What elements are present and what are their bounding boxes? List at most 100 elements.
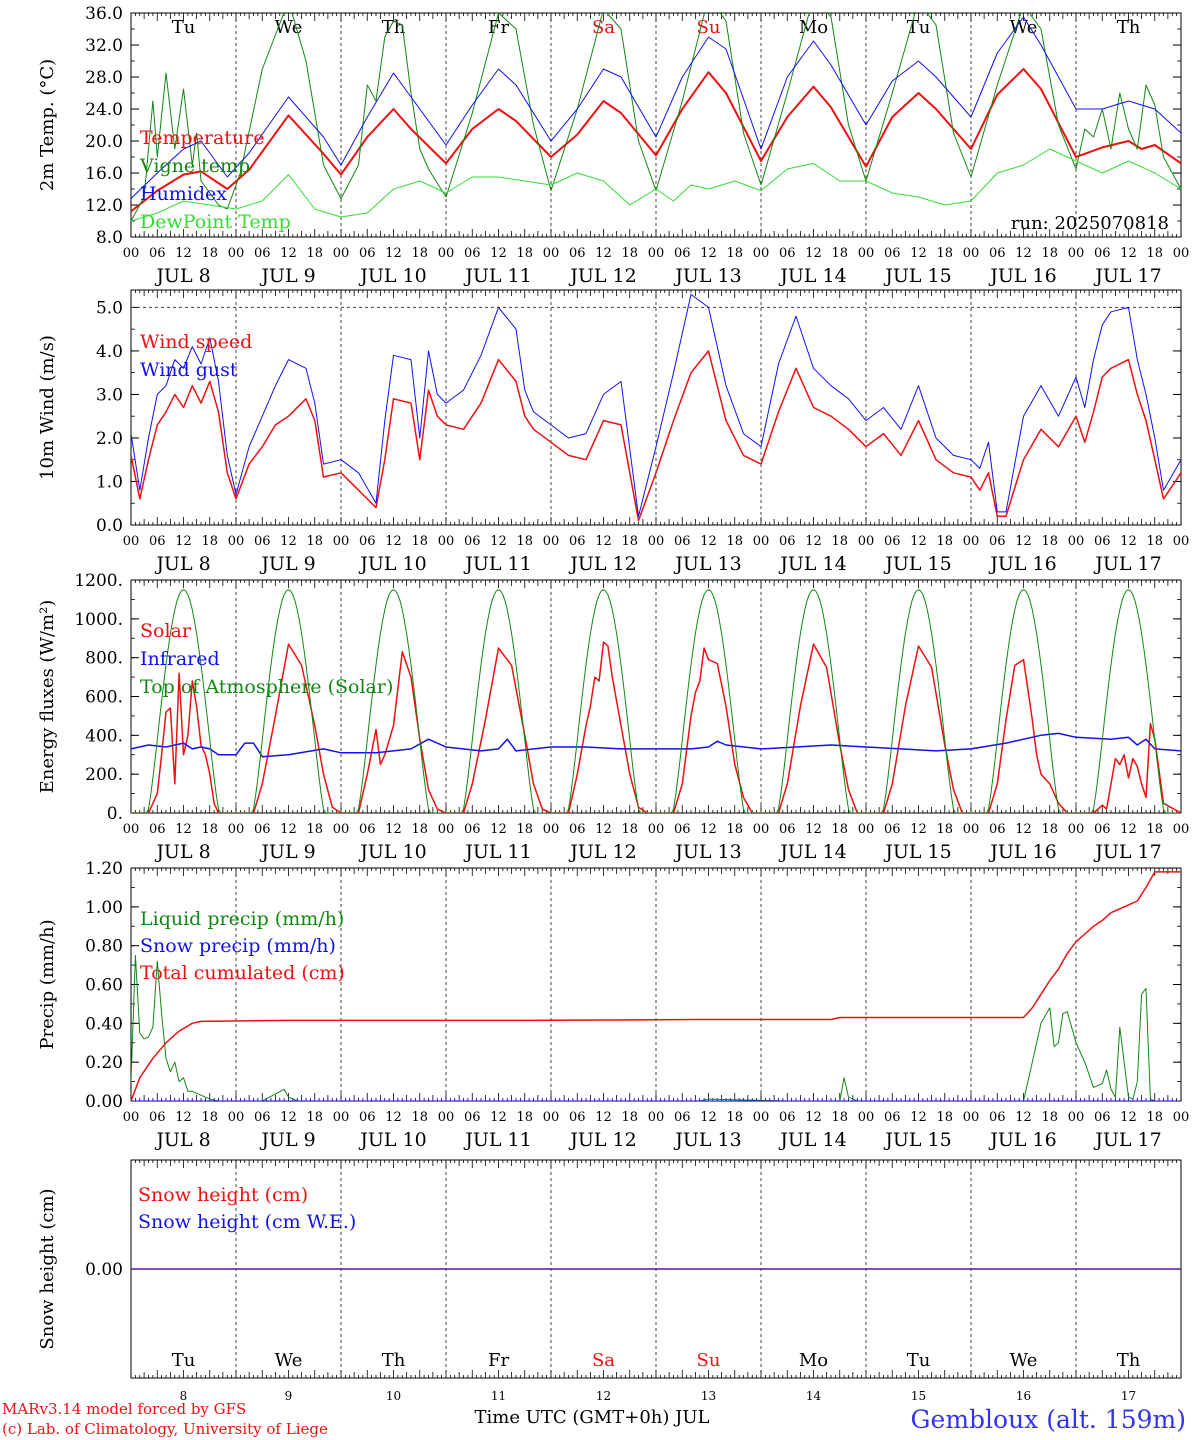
x-date-label: JUL 11	[463, 265, 531, 287]
y-tick-label: 800.	[85, 649, 123, 669]
x-hour-label: 06	[359, 822, 376, 837]
day-number-label: 14	[806, 1389, 822, 1403]
x-hour-label: 00	[753, 822, 770, 837]
legend-entry: Wind gust	[140, 359, 238, 381]
day-number-label: 9	[285, 1389, 293, 1403]
y-tick-label: 24.0	[85, 100, 123, 120]
x-date-label: JUL 17	[1093, 553, 1161, 575]
legend-entry: Liquid precip (mm/h)	[140, 908, 344, 930]
x-date-label: JUL 14	[778, 265, 846, 287]
x-hour-label: 00	[123, 1110, 140, 1125]
x-date-label: JUL 16	[988, 265, 1056, 287]
x-hour-label: 00	[1068, 1110, 1085, 1125]
series-line	[131, 589, 1181, 813]
x-hour-label: 06	[989, 534, 1006, 549]
x-date-label: JUL 12	[568, 553, 636, 575]
x-hour-label: 00	[123, 822, 140, 837]
x-hour-label: 12	[595, 246, 612, 261]
y-tick-label: 36.0	[85, 4, 123, 24]
x-hour-label: 00	[438, 822, 455, 837]
x-hour-label: 12	[700, 822, 717, 837]
x-hour-label: 18	[726, 1110, 743, 1125]
x-hour-label: 18	[831, 1110, 848, 1125]
x-hour-label: 18	[306, 822, 323, 837]
legend-entry: Top of Atmosphere (Solar)	[140, 676, 393, 698]
legend-entry: Vigne temp	[139, 155, 250, 177]
x-hour-label: 00	[1068, 246, 1085, 261]
x-date-label: JUL 14	[778, 553, 846, 575]
x-hour-label: 06	[149, 822, 166, 837]
x-date-label: JUL 16	[988, 1129, 1056, 1151]
x-date-label: JUL 12	[568, 841, 636, 863]
x-hour-label: 00	[648, 534, 665, 549]
x-hour-label: 00	[123, 534, 140, 549]
x-date-label: JUL 11	[463, 841, 531, 863]
series-line	[131, 68, 1181, 213]
x-hour-label: 12	[1120, 246, 1137, 261]
x-hour-label: 06	[674, 822, 691, 837]
series-group	[131, 871, 1181, 1101]
x-hour-label: 18	[516, 822, 533, 837]
x-date-label: JUL 10	[358, 265, 426, 287]
day-number-label: 10	[386, 1389, 401, 1403]
y-tick-label: 400.	[85, 726, 123, 746]
day-number-label: 13	[701, 1389, 716, 1403]
x-hour-label: 06	[1094, 822, 1111, 837]
x-hour-label: 00	[858, 1110, 875, 1125]
x-hour-label: 00	[963, 822, 980, 837]
x-date-label: JUL 13	[673, 841, 741, 863]
weekday-label: Su	[697, 17, 721, 38]
x-hour-label: 06	[254, 246, 271, 261]
x-hour-label: 00	[228, 1110, 245, 1125]
x-hour-label: 12	[910, 822, 927, 837]
x-hour-label: 12	[1120, 534, 1137, 549]
x-hour-label: 18	[831, 534, 848, 549]
y-tick-label: 5.0	[96, 298, 123, 318]
weekday-label: Tu	[907, 17, 931, 38]
x-hour-label: 06	[674, 534, 691, 549]
y-tick-label: 1.0	[96, 472, 123, 492]
x-hour-label: 06	[464, 1110, 481, 1125]
x-hour-label: 18	[306, 534, 323, 549]
panel-1: 8.0 12.0 16.0 20.0 24.0 28.0 32.0 36.0 2m Temp. …	[37, 4, 1190, 287]
series-group	[131, 13, 1181, 222]
x-hour-label: 00	[858, 822, 875, 837]
x-hour-label: 18	[201, 534, 218, 549]
x-date-label: JUL 17	[1093, 265, 1161, 287]
run-label: run: 2025070818	[1011, 213, 1169, 234]
x-hour-label: 00	[543, 822, 560, 837]
x-hour-label: 18	[621, 534, 638, 549]
y-tick-label: 16.0	[85, 164, 123, 184]
x-hour-label: 12	[595, 1110, 612, 1125]
x-hour-label: 00	[753, 246, 770, 261]
x-hour-label: 06	[884, 1110, 901, 1125]
x-hour-label: 18	[411, 534, 428, 549]
x-hour-label: 06	[464, 822, 481, 837]
x-hour-label: 12	[280, 1110, 297, 1125]
x-hour-label: 00	[858, 534, 875, 549]
x-date-label: JUL 9	[259, 265, 315, 287]
x-hour-label: 06	[149, 534, 166, 549]
x-date-label: JUL 11	[463, 553, 531, 575]
weekday-label: Tu	[172, 17, 196, 38]
x-hour-label: 18	[1041, 534, 1058, 549]
y-tick-label: 0.00	[85, 1092, 123, 1112]
x-date-label: JUL 16	[988, 841, 1056, 863]
x-hour-label: 06	[674, 246, 691, 261]
x-hour-label: 12	[385, 246, 402, 261]
x-hour-label: 00	[753, 534, 770, 549]
x-hour-label: 18	[201, 1110, 218, 1125]
x-hour-label: 06	[779, 246, 796, 261]
x-date-label: JUL 14	[778, 841, 846, 863]
panel-4: 0.00 0.20 0.40 0.60 0.80 1.00 1.20 Precip (mm/h…	[37, 859, 1189, 1151]
x-date-label: JUL 17	[1093, 841, 1161, 863]
x-hour-label: 18	[306, 246, 323, 261]
x-hour-label: 00	[1173, 246, 1190, 261]
x-hour-label: 18	[936, 246, 953, 261]
x-hour-label: 18	[411, 1110, 428, 1125]
x-hour-label: 00	[963, 246, 980, 261]
y-axis-label: Precip (mm/h)	[37, 919, 58, 1049]
x-hour-label: 12	[490, 246, 507, 261]
weekday-label: Su	[697, 1350, 721, 1371]
x-hour-label: 00	[648, 1110, 665, 1125]
